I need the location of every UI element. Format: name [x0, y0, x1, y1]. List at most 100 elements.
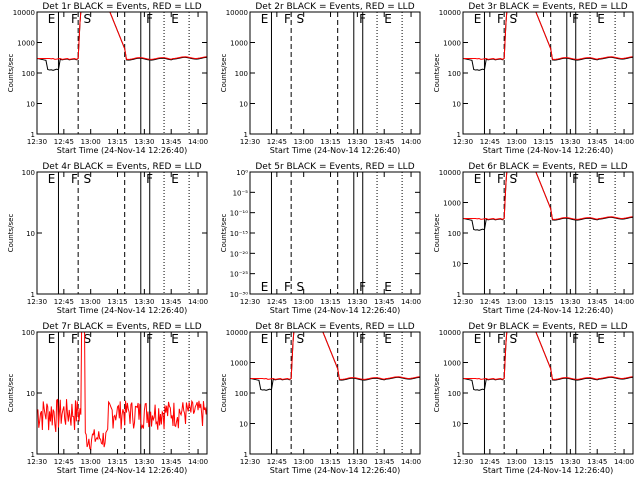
panel-title: Det 7r BLACK = Events, RED = LLD	[42, 322, 201, 332]
x-tick-label: 14:00	[188, 458, 208, 466]
y-tick-label: 100	[235, 70, 248, 78]
x-tick-label: 13:30	[134, 298, 154, 306]
plot-frame	[462, 331, 634, 455]
x-tick-label: 12:45	[54, 138, 74, 146]
x-axis-label: Start Time (24-Nov-14 12:26:40)	[57, 146, 187, 155]
x-axis-label: Start Time (24-Nov-14 12:26:40)	[57, 306, 187, 315]
x-tick-label: 12:30	[453, 298, 473, 306]
x-tick-label: 14:00	[614, 458, 634, 466]
x-tick-label: 12:45	[267, 458, 287, 466]
y-tick-label: 1000	[230, 40, 248, 48]
x-tick-label: 13:45	[374, 458, 394, 466]
x-tick-label: 14:00	[401, 298, 421, 306]
marker-label-F: F	[71, 12, 78, 26]
x-tick-label: 13:15	[320, 138, 340, 146]
x-tick-label: 13:45	[161, 138, 181, 146]
y-tick-label: 100	[22, 70, 35, 78]
x-tick-label: 13:15	[107, 458, 127, 466]
x-tick-label: 13:45	[374, 138, 394, 146]
y-tick-label: 10	[26, 230, 35, 238]
x-tick-label: 12:30	[27, 298, 47, 306]
y-axis-label: Counts/sec	[7, 374, 15, 413]
marker-label-F: F	[572, 12, 579, 26]
panel-title: Det 5r BLACK = Events, RED = LLD	[255, 162, 414, 172]
y-tick-label: 10000	[439, 9, 461, 17]
x-tick-label: 13:15	[533, 138, 553, 146]
x-tick-label: 13:45	[587, 298, 607, 306]
x-tick-label: 12:45	[267, 298, 287, 306]
marker-label-F: F	[71, 332, 78, 346]
x-tick-label: 12:30	[453, 458, 473, 466]
marker-label-E: E	[261, 332, 269, 346]
x-tick-label: 13:30	[347, 458, 367, 466]
y-axis-label: Counts/sec	[433, 214, 441, 253]
y-tick-label: 100	[235, 390, 248, 398]
x-tick-label: 13:00	[294, 298, 314, 306]
y-tick-label: 1	[457, 451, 461, 459]
marker-label-F: F	[284, 332, 291, 346]
panel-title: Det 3r BLACK = Events, RED = LLD	[468, 2, 627, 12]
panel-title: Det 1r BLACK = Events, RED = LLD	[42, 2, 201, 12]
series-lld-line	[463, 332, 633, 380]
series-lld-line	[463, 172, 633, 220]
plot-frame	[36, 331, 208, 455]
x-tick-label: 13:30	[134, 458, 154, 466]
marker-label-E: E	[384, 280, 392, 294]
marker-label-E: E	[261, 12, 269, 26]
x-tick-label: 13:30	[560, 298, 580, 306]
marker-label-E: E	[474, 332, 482, 346]
marker-label-F: F	[146, 332, 153, 346]
marker-label-E: E	[48, 172, 56, 186]
marker-label-S: S	[510, 332, 518, 346]
y-axis-label: Counts/sec	[220, 54, 228, 93]
y-tick-label: 10	[452, 101, 461, 109]
y-tick-label: 10⁻⁵	[233, 189, 249, 197]
event-markers	[483, 332, 616, 454]
marker-label-E: E	[171, 172, 179, 186]
x-tick-label: 13:45	[161, 298, 181, 306]
x-tick-label: 14:00	[401, 138, 421, 146]
x-tick-label: 14:00	[401, 458, 421, 466]
event-markers	[483, 12, 616, 134]
panel-title: Det 9r BLACK = Events, RED = LLD	[468, 322, 627, 332]
event-markers	[483, 172, 616, 294]
series-lld-line	[250, 332, 420, 380]
y-tick-label: 1000	[17, 40, 35, 48]
y-tick-label: 10	[452, 261, 461, 269]
marker-label-E: E	[597, 172, 605, 186]
x-tick-label: 13:15	[320, 458, 340, 466]
x-tick-label: 12:30	[240, 298, 260, 306]
plot-frame	[36, 11, 208, 135]
x-axis-label: Start Time (24-Nov-14 12:26:40)	[483, 306, 613, 315]
y-tick-label: 1	[31, 291, 35, 299]
y-tick-label: 10	[26, 101, 35, 109]
plot-frame	[249, 331, 421, 455]
plot-frame	[249, 11, 421, 135]
marker-label-E: E	[48, 332, 56, 346]
marker-label-S: S	[84, 332, 92, 346]
x-tick-label: 12:45	[267, 138, 287, 146]
marker-label-F: F	[146, 172, 153, 186]
y-tick-label: 100	[448, 390, 461, 398]
y-tick-label: 1	[31, 131, 35, 139]
x-tick-label: 12:30	[240, 138, 260, 146]
y-tick-label: 100	[22, 169, 35, 177]
marker-label-S: S	[84, 12, 92, 26]
marker-label-E: E	[474, 12, 482, 26]
event-markers	[270, 12, 403, 134]
x-tick-label: 13:30	[347, 138, 367, 146]
y-tick-label: 100	[448, 230, 461, 238]
x-tick-label: 13:15	[107, 138, 127, 146]
x-tick-label: 12:45	[54, 298, 74, 306]
x-tick-label: 13:45	[161, 458, 181, 466]
x-tick-label: 13:30	[347, 298, 367, 306]
y-tick-label: 10000	[439, 329, 461, 337]
x-axis-label: Start Time (24-Nov-14 12:26:40)	[483, 146, 613, 155]
marker-label-E: E	[474, 172, 482, 186]
x-tick-label: 13:30	[560, 458, 580, 466]
marker-label-F: F	[572, 332, 579, 346]
x-tick-label: 12:30	[27, 138, 47, 146]
